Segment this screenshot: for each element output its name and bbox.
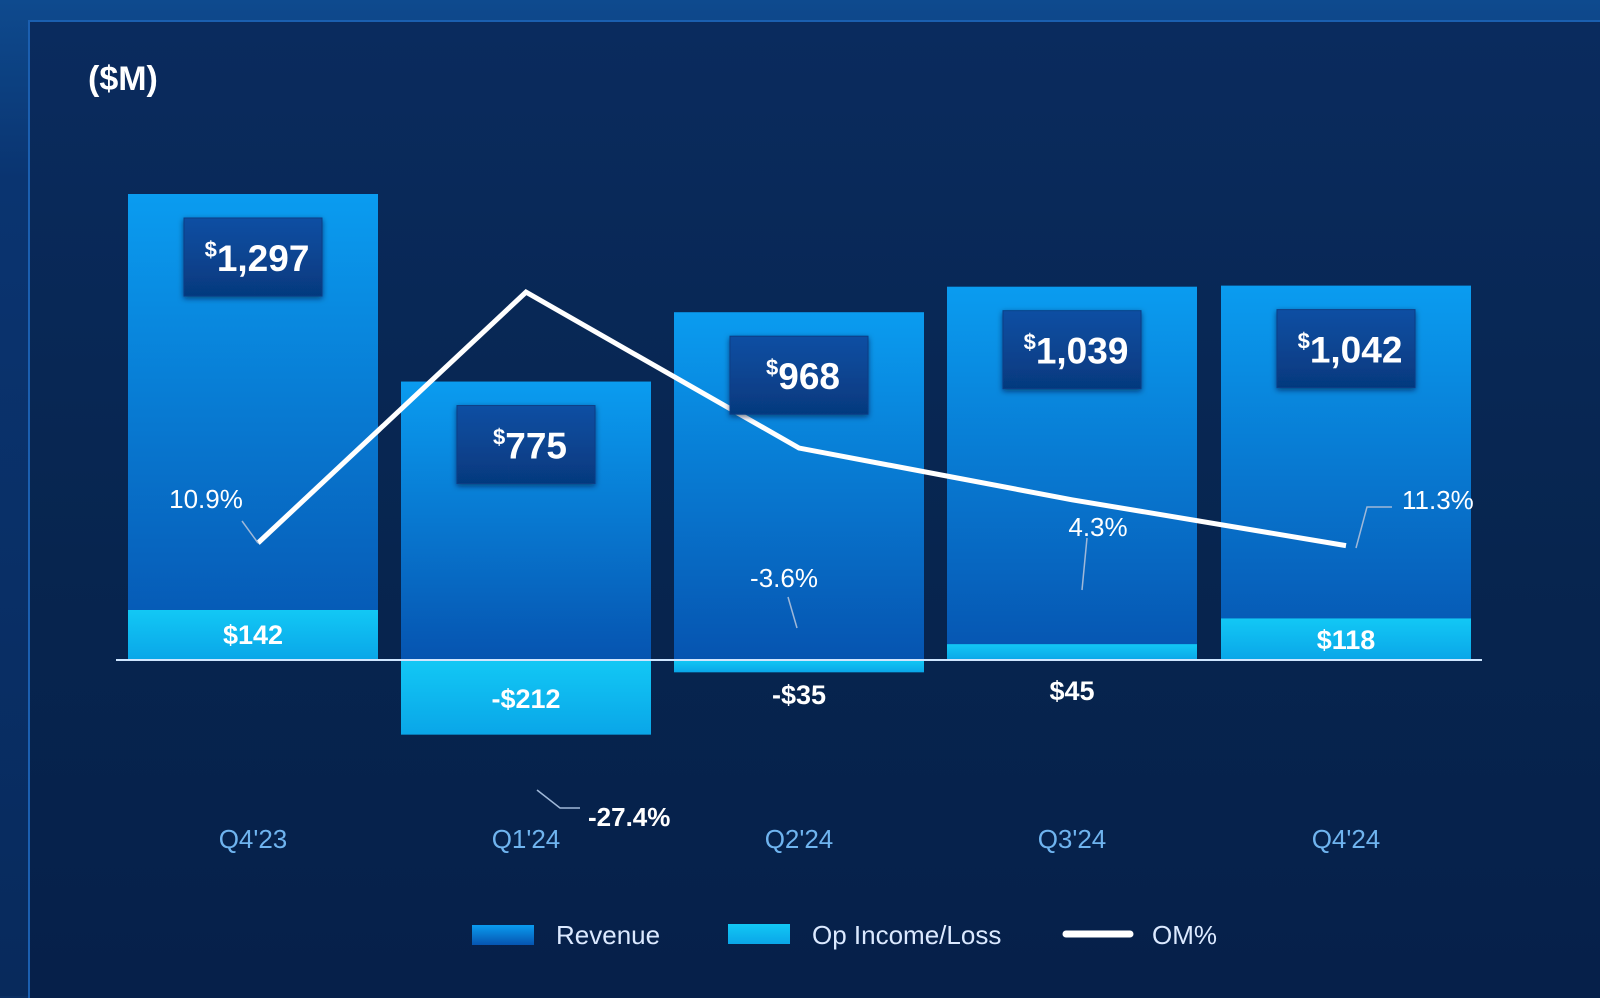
x-tick-label: Q1'24 xyxy=(492,824,561,854)
revenue-label-box xyxy=(1002,310,1142,390)
revenue-label-box xyxy=(456,405,596,485)
revenue-value: 1,042 xyxy=(1310,330,1403,371)
om-leader-line xyxy=(1081,537,1088,591)
currency-symbol: $ xyxy=(766,355,778,380)
revenue-data-label: $1,042 xyxy=(1298,329,1403,371)
currency-symbol: $ xyxy=(1024,330,1036,355)
om-data-label: 4.3% xyxy=(1068,512,1127,542)
x-tick-label: Q3'24 xyxy=(1038,824,1107,854)
revenue-data-label: $775 xyxy=(493,425,567,467)
currency-symbol: $ xyxy=(493,425,505,450)
legend-swatch-op-income xyxy=(728,924,790,944)
om-percent-line xyxy=(256,289,1347,549)
legend-swatch-revenue xyxy=(472,925,534,945)
revenue-data-label: $1,297 xyxy=(205,237,310,279)
op-income-bar xyxy=(1221,618,1471,660)
revenue-value: 1,297 xyxy=(217,238,310,279)
op-income-bar xyxy=(674,660,924,673)
om-data-label: 11.3% xyxy=(1402,485,1474,515)
revenue-value: 775 xyxy=(505,426,567,467)
revenue-label-box xyxy=(183,217,323,297)
om-data-label: -27.4% xyxy=(588,802,670,832)
op-income-bar xyxy=(947,644,1197,660)
revenue-label-box xyxy=(729,335,869,415)
op-income-data-label: -$212 xyxy=(491,684,560,714)
om-data-label: 10.9% xyxy=(169,484,243,514)
op-income-data-label: -$35 xyxy=(772,680,826,710)
x-tick-label: Q2'24 xyxy=(765,824,834,854)
legend-label-revenue: Revenue xyxy=(556,920,660,950)
om-leader-line xyxy=(241,520,259,544)
revenue-data-label: $968 xyxy=(766,355,840,397)
op-income-data-label: $45 xyxy=(1049,676,1094,706)
unit-label: ($M) xyxy=(88,60,158,98)
legend-label-op-income: Op Income/Loss xyxy=(812,920,1001,950)
revenue-data-label: $1,039 xyxy=(1024,330,1129,372)
currency-symbol: $ xyxy=(1298,329,1310,354)
op-income-data-label: $118 xyxy=(1317,625,1376,655)
currency-symbol: $ xyxy=(205,237,217,262)
op-income-bar xyxy=(401,660,651,735)
om-leader-line xyxy=(787,596,798,629)
om-data-label: -3.6% xyxy=(750,563,818,593)
op-income-data-label: $142 xyxy=(223,620,283,650)
op-income-bar xyxy=(128,610,378,660)
revenue-value: 968 xyxy=(778,356,840,397)
revenue-label-box xyxy=(1276,309,1416,389)
om-leader-line xyxy=(1355,506,1392,549)
revenue-value: 1,039 xyxy=(1036,331,1129,372)
om-leader-line xyxy=(536,789,580,809)
x-tick-label: Q4'24 xyxy=(1312,824,1381,854)
x-tick-label: Q4'23 xyxy=(219,824,288,854)
legend-label-om: OM% xyxy=(1152,920,1217,950)
